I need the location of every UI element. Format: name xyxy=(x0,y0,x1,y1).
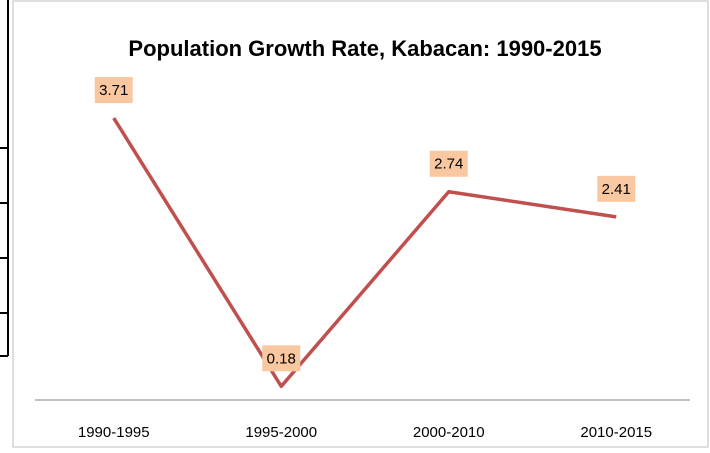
data-label: 3.71 xyxy=(99,82,128,99)
data-label: 2.74 xyxy=(434,156,463,173)
data-label: 2.41 xyxy=(602,181,631,198)
chart-title: Population Growth Rate, Kabacan: 1990-20… xyxy=(128,36,601,61)
x-tick-label: 2010-2015 xyxy=(580,424,652,441)
x-tick-label: 2000-2010 xyxy=(413,424,485,441)
data-label: 0.18 xyxy=(267,350,296,367)
data-label-box xyxy=(429,150,468,177)
x-tick-label: 1995-2000 xyxy=(245,424,317,441)
data-label-box xyxy=(597,175,636,202)
left-edge-artifact xyxy=(0,0,9,357)
data-label-box xyxy=(262,345,301,372)
line-series xyxy=(112,117,617,389)
x-tick-label: 1990-1995 xyxy=(78,424,150,441)
data-label-box xyxy=(94,77,133,104)
chart-frame xyxy=(12,0,709,448)
